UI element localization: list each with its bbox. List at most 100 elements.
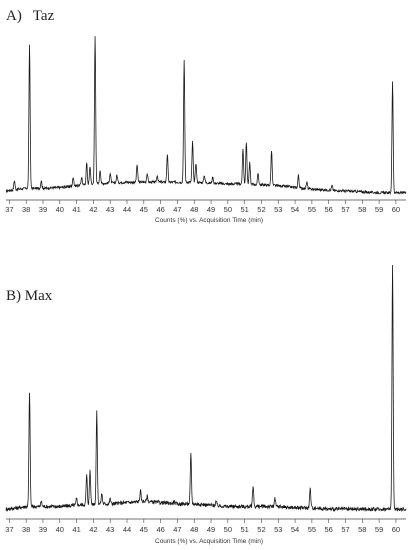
x-tick-label-a-19: 56 — [325, 205, 333, 214]
x-tick-label-a-4: 41 — [72, 205, 80, 214]
peak-point-a-5 — [86, 162, 87, 163]
peak-point-b-8 — [140, 490, 141, 491]
chromatogram-panel-a: A) Taz 37 38 39 40 41 42 43 44 45 46 47 48 49 50 51 52 5… — [5, 8, 407, 224]
x-tick-label-a-3: 40 — [56, 205, 64, 214]
peak-point-a-19 — [212, 176, 213, 177]
peak-point-a-7 — [94, 35, 95, 36]
x-tick-label-b-22: 59 — [375, 525, 383, 534]
x-tick-label-b-23: 60 — [392, 525, 400, 534]
x-tick-label-a-2: 39 — [39, 205, 47, 214]
peak-point-a-2 — [41, 180, 42, 181]
panel-a-plot — [5, 35, 407, 196]
peak-point-b-6 — [101, 493, 102, 494]
x-tick-label-b-0: 37 — [5, 525, 13, 534]
peak-point-a-1 — [29, 44, 30, 45]
x-tick-label-a-0: 37 — [5, 205, 13, 214]
x-tick-label-a-8: 45 — [140, 205, 148, 214]
x-tick-label-a-15: 52 — [257, 205, 265, 214]
peak-point-b-12 — [215, 501, 216, 502]
peak-point-a-20 — [242, 148, 243, 149]
x-tick-label-b-16: 53 — [274, 525, 282, 534]
x-tick-label-b-15: 52 — [257, 525, 265, 534]
peak-point-b-1 — [41, 501, 42, 502]
x-tick-label-a-20: 57 — [341, 205, 349, 214]
panel-b-x-axis-title: Counts (%) vs. Acquisition Time (min) — [155, 538, 263, 545]
peak-point-a-23 — [258, 173, 259, 174]
peak-point-b-15 — [310, 488, 311, 489]
x-tick-label-b-13: 50 — [224, 525, 232, 534]
x-tick-label-a-9: 46 — [156, 205, 164, 214]
x-tick-label-b-2: 39 — [39, 525, 47, 534]
peak-point-a-12 — [147, 173, 148, 174]
peak-point-a-22 — [249, 162, 250, 163]
peak-point-b-10 — [173, 501, 174, 502]
peak-point-a-0 — [14, 180, 15, 181]
x-tick-label-a-7: 44 — [123, 205, 131, 214]
x-tick-label-b-14: 51 — [240, 525, 248, 534]
peak-point-a-4 — [81, 176, 82, 177]
chromatogram-trace-a — [5, 36, 407, 196]
x-tick-label-a-22: 59 — [375, 205, 383, 214]
peak-point-b-9 — [147, 495, 148, 496]
peak-point-a-28 — [392, 81, 393, 82]
panel-b-x-axis: 37 38 39 40 41 42 43 44 45 46 47 48 49 50 51 52 53 54 55 56… — [5, 518, 406, 534]
x-tick-label-b-18: 55 — [308, 525, 316, 534]
peak-point-b-2 — [76, 498, 77, 499]
peak-point-a-16 — [192, 141, 193, 142]
x-tick-label-b-6: 43 — [106, 525, 114, 534]
peak-point-a-3 — [73, 176, 74, 177]
x-tick-label-a-10: 47 — [173, 205, 181, 214]
x-tick-label-a-11: 48 — [190, 205, 198, 214]
peak-point-b-0 — [29, 391, 30, 392]
x-tick-label-a-6: 43 — [106, 205, 114, 214]
x-tick-label-b-4: 41 — [72, 525, 80, 534]
x-tick-label-a-13: 50 — [224, 205, 232, 214]
chromatogram-panel-b: B) Max 37 38 39 40 41 42 43 44 45 46 47 48 49 50 51 52 5… — [5, 265, 407, 545]
peak-point-a-18 — [204, 175, 205, 176]
peak-point-a-24 — [271, 150, 272, 151]
x-tick-label-b-12: 49 — [207, 525, 215, 534]
x-tick-label-a-14: 51 — [240, 205, 248, 214]
x-tick-label-b-17: 54 — [291, 525, 299, 534]
peak-point-a-11 — [136, 164, 137, 165]
peak-point-b-13 — [252, 485, 253, 486]
peak-point-b-11 — [190, 454, 191, 455]
peak-point-a-26 — [306, 182, 307, 183]
peak-point-a-14 — [167, 153, 168, 154]
peak-point-b-7 — [110, 498, 111, 499]
peak-point-a-6 — [89, 166, 90, 167]
peak-point-b-5 — [96, 412, 97, 413]
peak-point-a-8 — [100, 169, 101, 170]
x-tick-label-a-21: 58 — [358, 205, 366, 214]
x-tick-label-b-7: 44 — [123, 525, 131, 534]
x-tick-label-a-5: 42 — [89, 205, 97, 214]
panel-b-title: B) Max — [6, 288, 53, 304]
peak-point-a-13 — [157, 175, 158, 176]
x-tick-label-b-10: 47 — [173, 525, 181, 534]
x-tick-label-b-9: 46 — [156, 525, 164, 534]
x-tick-label-b-20: 57 — [341, 525, 349, 534]
peak-point-a-10 — [116, 175, 117, 176]
x-tick-label-b-21: 58 — [358, 525, 366, 534]
peak-point-a-25 — [298, 175, 299, 176]
x-tick-label-a-1: 38 — [22, 205, 30, 214]
peak-point-b-3 — [86, 474, 87, 475]
peak-point-a-21 — [246, 141, 247, 142]
x-tick-label-a-17: 54 — [291, 205, 299, 214]
x-tick-label-a-23: 60 — [392, 205, 400, 214]
x-tick-label-a-12: 49 — [207, 205, 215, 214]
peak-point-a-15 — [184, 60, 185, 61]
peak-point-b-16 — [392, 265, 393, 266]
x-tick-label-b-3: 40 — [56, 525, 64, 534]
x-tick-label-a-18: 55 — [308, 205, 316, 214]
panel-a-title: A) Taz — [6, 8, 55, 24]
x-tick-label-a-16: 53 — [274, 205, 282, 214]
peak-point-a-27 — [331, 185, 332, 186]
x-tick-label-b-5: 42 — [89, 525, 97, 534]
x-tick-label-b-19: 56 — [325, 525, 333, 534]
x-tick-label-b-11: 48 — [190, 525, 198, 534]
peak-point-b-14 — [274, 498, 275, 499]
chromatogram-trace-b — [5, 265, 407, 513]
peak-point-a-17 — [195, 162, 196, 163]
